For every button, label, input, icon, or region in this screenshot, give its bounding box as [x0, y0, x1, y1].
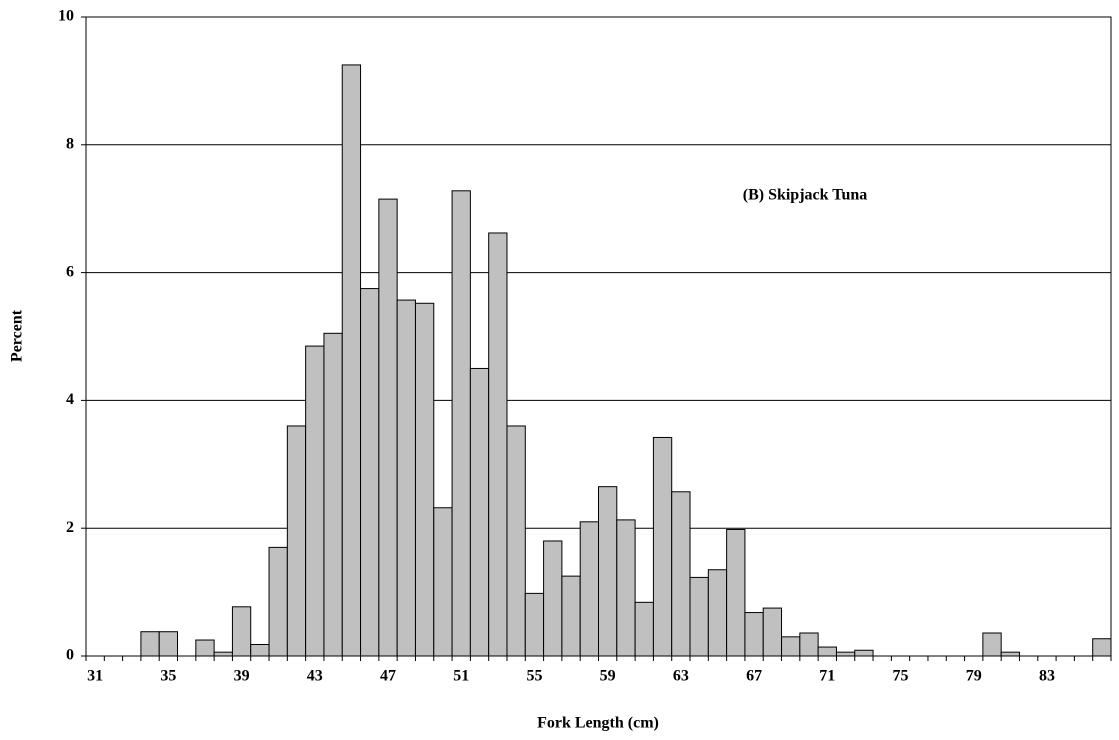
- bar: [268, 546, 288, 657]
- x-axis-label: Fork Length (cm): [537, 715, 659, 732]
- bar: [414, 302, 435, 657]
- bar: [762, 607, 783, 657]
- bar: [707, 569, 728, 657]
- x-tick-label: 59: [600, 668, 616, 685]
- x-tick-label: 67: [746, 668, 762, 685]
- bar: [616, 519, 636, 657]
- bar: [854, 649, 874, 657]
- bar: [726, 528, 746, 657]
- bar: [652, 436, 673, 657]
- bar: [213, 651, 233, 657]
- y-axis-label: Percent: [9, 309, 26, 362]
- x-tick-label: 71: [819, 668, 835, 685]
- bar: [579, 521, 599, 657]
- bar: [598, 486, 618, 657]
- x-tick-label: 39: [234, 668, 250, 685]
- x-tick-label: 43: [307, 668, 323, 685]
- bar: [488, 232, 508, 657]
- bar: [195, 639, 215, 657]
- bar: [323, 332, 343, 657]
- y-tick-label: 8: [66, 135, 74, 152]
- bar: [305, 345, 325, 657]
- bar: [1000, 651, 1020, 657]
- bar: [506, 425, 526, 657]
- x-tick-label: 83: [1039, 668, 1055, 685]
- y-tick-label: 0: [66, 647, 74, 664]
- bar: [231, 606, 252, 657]
- y-tick-label: 2: [66, 519, 74, 536]
- bar: [561, 575, 581, 657]
- bar: [817, 646, 837, 657]
- bar: [982, 632, 1002, 657]
- x-tick-label: 79: [966, 668, 982, 685]
- bar: [671, 491, 691, 657]
- bar: [451, 190, 471, 657]
- x-tick-label: 55: [526, 668, 542, 685]
- x-tick-label: 35: [160, 668, 176, 685]
- y-tick-label: 10: [58, 8, 74, 25]
- bar: [781, 636, 801, 657]
- bar: [634, 601, 654, 657]
- y-tick-label: 4: [66, 391, 74, 408]
- bar: [799, 632, 819, 657]
- bar: [433, 507, 453, 657]
- bar: [835, 651, 856, 657]
- x-tick-label: 31: [87, 668, 103, 685]
- bar: [378, 198, 398, 657]
- bar: [524, 592, 545, 657]
- bar: [396, 299, 416, 657]
- bar: [360, 288, 380, 657]
- bar: [250, 643, 270, 657]
- bar: [689, 576, 709, 657]
- x-tick-label: 51: [453, 668, 469, 685]
- bar: [286, 425, 307, 657]
- bar: [469, 367, 490, 657]
- x-tick-label: 63: [673, 668, 689, 685]
- bar: [744, 612, 764, 657]
- x-tick-label: 47: [380, 668, 396, 685]
- annotation: (B) Skipjack Tuna: [743, 187, 868, 204]
- bar: [140, 631, 160, 657]
- y-tick-label: 6: [66, 263, 74, 280]
- bar: [1092, 638, 1112, 657]
- bar: [543, 540, 563, 657]
- x-tick-label: 75: [893, 668, 909, 685]
- bar: [158, 631, 179, 657]
- bar: [341, 64, 362, 657]
